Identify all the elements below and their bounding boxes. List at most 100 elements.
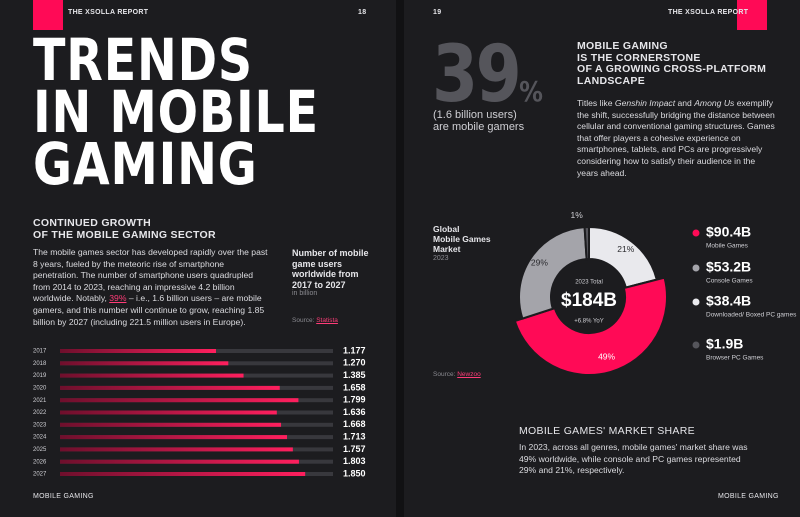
bar (60, 435, 288, 440)
segment-label: 49% (598, 352, 615, 362)
italic: Genshin Impact (614, 98, 676, 108)
line: MOBILE GAMING (577, 40, 668, 52)
segment-label: 21% (617, 244, 634, 254)
text: and (675, 98, 695, 108)
logo (33, 0, 63, 30)
line: LANDSCAPE (577, 74, 646, 87)
legend-name: Downloaded/ Boxed PC games (706, 312, 797, 319)
value-label: 1.803 (343, 456, 366, 466)
donut-segment (518, 226, 588, 320)
value-label: 1.658 (343, 382, 366, 392)
year-label: 2023 (33, 422, 47, 428)
source-link[interactable]: Statista (316, 317, 338, 324)
donut-segment (583, 225, 590, 261)
year-label: 2017 (33, 349, 47, 355)
donut-center (555, 263, 623, 331)
stat-unit: % (519, 75, 544, 108)
section-title: CONTINUED GROWTH OF THE MOBILE GAMING SE… (33, 217, 216, 241)
segment-label: 29% (531, 258, 548, 268)
page-number: 18 (358, 9, 367, 16)
bar (60, 361, 229, 366)
legend-name: Mobile Games (706, 243, 749, 250)
link[interactable]: 39% (109, 293, 127, 304)
line: OF A GROWING CROSS-PLATFORM (577, 63, 767, 75)
bar (60, 398, 299, 403)
source-label: Source: (433, 371, 456, 378)
segment-label: 1% (570, 210, 583, 220)
legend-amount: $90.4B (706, 224, 751, 240)
bar (60, 410, 277, 415)
line: Market (433, 244, 461, 254)
title-line: TRENDS (33, 26, 254, 94)
stat: 39% (432, 30, 543, 120)
value-label: 1.799 (343, 395, 366, 405)
year-label: 2022 (33, 410, 47, 416)
legend-name: Browser PC Games (706, 355, 764, 362)
footer: MOBILE GAMING (718, 493, 779, 500)
stat-number: 39 (432, 30, 522, 120)
donut-segment (513, 276, 668, 376)
legend-amount: $38.4B (706, 293, 751, 309)
center-total: $184B (561, 290, 617, 311)
value-label: 1.668 (343, 419, 366, 429)
source-link[interactable]: Newzoo (457, 371, 481, 378)
body-text: Titles like Genshin Impact and Among Us … (577, 98, 777, 179)
year-label: 2018 (33, 361, 47, 367)
value-label: 1.636 (343, 407, 366, 417)
donut-title: Global Mobile Games Market 2023 (433, 224, 491, 264)
line: Global (433, 224, 460, 234)
legend-dot (692, 229, 700, 237)
brand: THE XSOLLA REPORT (68, 9, 149, 16)
bar (60, 385, 280, 390)
legend-dot (692, 341, 700, 349)
source: Source: Statista (292, 317, 338, 324)
line: are mobile gamers (433, 121, 525, 133)
line: CONTINUED GROWTH (33, 217, 151, 229)
legend-amount: $53.2B (706, 259, 751, 275)
center-change: +6.8% YoY (574, 319, 604, 325)
stat-caption: (1.6 billion users) are mobile gamers (433, 109, 524, 133)
year-label: 2019 (33, 373, 47, 379)
share-title: MOBILE GAMES' MARKET SHARE (519, 425, 695, 437)
bar (60, 459, 299, 464)
title-line: GAMING (33, 130, 258, 198)
text: – i.e., 1.6 billion users – are mobile g… (33, 293, 265, 327)
text: The mobile games sector has developed ra… (33, 247, 268, 304)
main-title: TRENDS IN MOBILE GAMING (33, 26, 319, 198)
center-label: 2023 Total (575, 280, 603, 286)
value-label: 1.713 (343, 431, 366, 441)
text: Titles like (577, 98, 615, 108)
source: Source: Newzoo (433, 371, 481, 378)
year-label: 2026 (33, 459, 47, 465)
brand: THE XSOLLA REPORT (668, 9, 749, 16)
bar (60, 349, 216, 353)
year-label: 2027 (33, 472, 47, 478)
source-label: Source: (292, 317, 315, 324)
year-label: 2024 (33, 435, 47, 441)
bar (60, 447, 293, 452)
chart-title: Number of mobile game users worldwide fr… (292, 248, 369, 290)
text: exemplify the shift, successfully bridgi… (577, 98, 775, 178)
legend-dot (692, 298, 700, 306)
share-text: In 2023, across all genres, mobile games… (519, 442, 748, 476)
bar (60, 373, 244, 378)
chart-unit: in billion (292, 290, 318, 297)
left-page (0, 0, 396, 517)
page-number: 19 (433, 9, 442, 16)
body-text: The mobile games sector has developed ra… (33, 247, 269, 328)
heading: MOBILE GAMING IS THE CORNERSTONE OF A GR… (577, 40, 767, 87)
line: (1.6 billion users) (433, 109, 517, 121)
value-label: 1.757 (343, 444, 366, 454)
line: Mobile Games (433, 234, 491, 244)
value-label: 1.850 (343, 468, 366, 478)
bar (60, 422, 282, 427)
italic: Among Us (694, 98, 735, 108)
line: IS THE CORNERSTONE (577, 51, 701, 64)
bar (60, 472, 306, 476)
title-line: IN MOBILE (33, 78, 319, 146)
year-label: 2020 (33, 385, 47, 391)
year: 2023 (433, 255, 449, 262)
value-label: 1.270 (343, 358, 366, 368)
line: OF THE MOBILE GAMING SECTOR (33, 229, 216, 241)
